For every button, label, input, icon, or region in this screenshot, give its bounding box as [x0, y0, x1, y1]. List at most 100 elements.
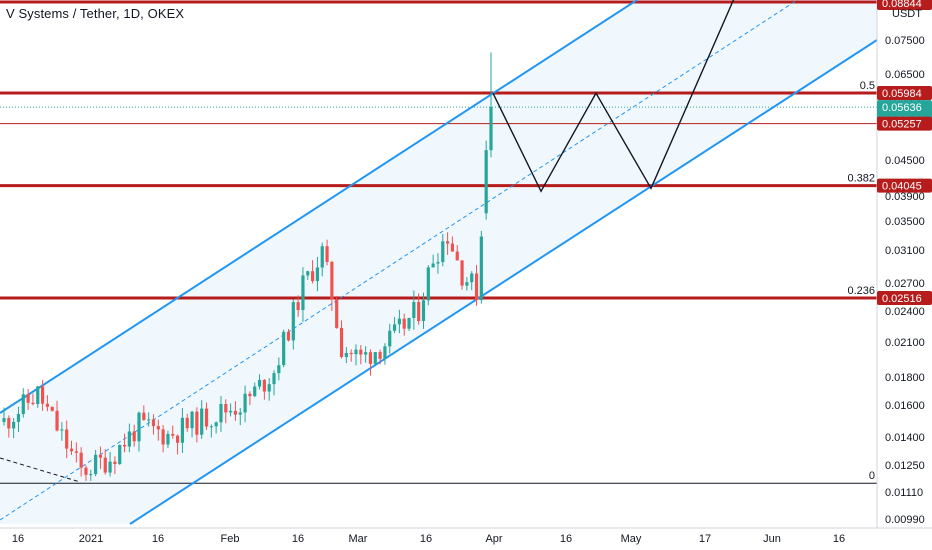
candle-body	[74, 451, 78, 453]
fib-05-tag-text: 0.05984	[882, 88, 922, 100]
candle-body	[479, 236, 483, 301]
x-tick-label: Apr	[485, 533, 502, 545]
candle-body	[200, 408, 204, 435]
candle-body	[94, 454, 98, 475]
channel-lower-line	[129, 39, 878, 525]
y-tick-label: 0.01600	[885, 400, 925, 412]
candle-body	[397, 318, 401, 325]
candle-body	[301, 275, 305, 311]
candle-body	[36, 386, 40, 405]
fib-0236-tag-bg	[877, 291, 932, 305]
candle-body	[359, 349, 363, 355]
candle-body	[175, 435, 180, 443]
candle-body	[132, 431, 136, 442]
candle-body	[470, 273, 474, 283]
chart-title: V Systems / Tether, 1D, OKEX	[6, 6, 185, 21]
y-tick-label: 0.02100	[885, 337, 925, 349]
candle-body	[190, 411, 194, 429]
candle-body	[108, 461, 112, 473]
candle-body	[122, 444, 127, 447]
candle-body	[204, 408, 209, 427]
candle-body	[50, 406, 54, 411]
candle-body	[40, 386, 45, 404]
candle-body	[426, 267, 430, 301]
candle-body	[378, 352, 382, 359]
candle-body	[229, 410, 233, 413]
x-tick-label: 16	[292, 533, 304, 545]
currency-label: USDT	[892, 8, 922, 20]
candle-body	[267, 384, 271, 392]
candle-body	[431, 263, 435, 268]
x-tick-label: May	[621, 533, 642, 545]
x-tick-label: 16	[152, 533, 164, 545]
candle-body	[417, 301, 421, 322]
candle-body	[161, 429, 165, 445]
y-tick-label: 0.03100	[885, 245, 925, 257]
x-tick-label: Feb	[221, 533, 240, 545]
candle-body	[79, 452, 83, 468]
candle-body	[257, 379, 262, 387]
candle-body	[315, 267, 320, 282]
candle-body	[330, 261, 334, 300]
candle-body	[151, 419, 156, 427]
fib-level-label: 0.5	[860, 80, 875, 92]
candle-body	[243, 393, 247, 413]
candle-body	[272, 373, 276, 385]
candle-body	[373, 352, 377, 364]
candle-body	[69, 448, 74, 452]
candle-body	[441, 241, 445, 263]
candle-body	[388, 330, 392, 347]
candle-body	[113, 461, 117, 465]
candle-body	[306, 271, 310, 276]
x-tick-label: Mar	[349, 533, 368, 545]
candle-body	[253, 386, 257, 397]
candle-body	[147, 419, 151, 421]
candle-body	[7, 418, 11, 429]
x-tick-label: 17	[699, 533, 711, 545]
resistance-tag-bg	[877, 116, 932, 131]
candle-body	[16, 414, 21, 422]
candle-body	[127, 431, 131, 447]
candle-body	[238, 412, 242, 415]
candle-body	[185, 417, 189, 429]
candle-body	[214, 422, 218, 427]
projection-path	[492, 0, 735, 193]
y-tick-label: 0.07500	[885, 35, 925, 47]
candle-body	[55, 410, 59, 431]
candle-body	[171, 433, 175, 436]
candle-body	[103, 457, 107, 473]
candle-body	[335, 299, 339, 328]
fib-level-label: 0	[869, 470, 875, 482]
candle-body	[383, 346, 387, 359]
candle-body	[291, 302, 295, 341]
candle-body	[421, 300, 426, 322]
candle-body	[392, 324, 397, 331]
candle-body	[450, 243, 455, 252]
candle-body	[484, 150, 488, 214]
candle-body	[368, 352, 373, 364]
candle-body	[407, 318, 411, 329]
candle-body	[89, 474, 93, 476]
candle-body	[436, 262, 440, 264]
x-tick-label: 2021	[79, 533, 103, 545]
fib-level-label: 0.236	[847, 285, 875, 297]
top-level-tag-bg	[877, 0, 932, 10]
candle-body	[21, 394, 25, 415]
y-tick-label: 0.01800	[885, 372, 925, 384]
x-tick-label: 16	[420, 533, 432, 545]
candle-body	[364, 352, 368, 355]
candle-body	[166, 433, 170, 445]
candle-body	[465, 282, 469, 286]
candle-body	[262, 379, 266, 392]
resistance-tag-text: 0.05257	[882, 119, 922, 131]
y-tick-label: 0.04500	[885, 155, 925, 167]
candle-body	[156, 426, 160, 430]
candle-body	[31, 402, 35, 405]
x-tick-label: 16	[560, 533, 572, 545]
candle-body	[12, 421, 16, 429]
top-level-tag-text: 0.08844	[882, 0, 922, 10]
candle-body	[296, 302, 300, 311]
candle-body	[460, 260, 464, 286]
